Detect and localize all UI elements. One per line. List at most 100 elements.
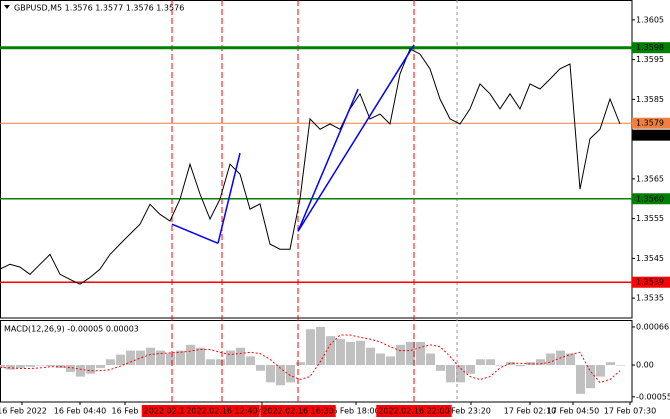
macd-bar [466, 365, 475, 374]
marker-label: 2022.02.16 1( [144, 407, 201, 416]
y-tick-label: 1.3605 [636, 15, 664, 24]
macd-bar [296, 362, 305, 366]
macd-bar [316, 326, 325, 366]
macd-bar [496, 365, 505, 366]
macd-bar [576, 365, 585, 394]
trend-line [217, 152, 241, 244]
macd-bar [176, 350, 185, 366]
menu-triangle [4, 5, 10, 9]
macd-bar [156, 350, 165, 366]
main-panel [0, 0, 633, 319]
macd-bar [596, 365, 605, 377]
y-tick-label: 1.3595 [636, 55, 664, 64]
macd-bar [126, 350, 135, 366]
macd-bar [46, 365, 55, 367]
macd-bar [206, 359, 215, 366]
macd-bar [286, 365, 295, 383]
level-label: 1.3579 [636, 119, 664, 128]
macd-bar [196, 347, 205, 366]
marker-label: 2022.02.16 22:00 [378, 407, 449, 416]
price-line [0, 48, 621, 285]
macd-bar [166, 353, 175, 366]
macd-bar [586, 365, 595, 389]
macd-bar [456, 365, 465, 383]
y-tick-label: -0.00055 [636, 392, 670, 401]
level-label-box [632, 276, 670, 288]
macd-bar [516, 365, 525, 367]
trend-line [297, 88, 359, 232]
x-tick-label: 17 Feb 04:50 [547, 407, 599, 416]
level-label: 1.3598 [636, 43, 664, 52]
signal-line [0, 334, 621, 383]
y-tick-label: 0.00066 [636, 322, 669, 331]
y-tick-label: 1.3555 [636, 214, 664, 223]
y-tick-label: 1.3535 [636, 294, 664, 303]
macd-bar [236, 347, 245, 366]
marker-label-box [184, 405, 260, 417]
macd-bar [276, 365, 285, 386]
macd-bar [606, 362, 615, 366]
level-label-box [632, 42, 670, 54]
macd-bar [546, 353, 555, 366]
marker-label: 2022.02.16 12:40 [186, 407, 257, 416]
x-tick-label: 16 Feb [112, 407, 139, 416]
marker-label: 2022.02.16 16:30 [262, 407, 333, 416]
macd-bar [536, 359, 545, 366]
x-tick-label: 16 Feb 04:40 [54, 407, 106, 416]
macd-bar [36, 365, 45, 366]
macd-bar [416, 341, 425, 366]
x-tick-label: 16 Feb 2022 [0, 407, 47, 416]
macd-bar [376, 353, 385, 366]
trend-line [171, 223, 219, 244]
macd-bar [306, 329, 315, 366]
level-label-box [632, 193, 670, 205]
macd-bar [216, 359, 225, 366]
macd-bar [226, 350, 235, 366]
chart-title: GBPUSD,M5 1.3576 1.3577 1.3576 1.3576 [14, 4, 184, 13]
macd-bar [566, 353, 575, 366]
x-tick-label: Feb 23:20 [451, 407, 491, 416]
macd-bar [0, 365, 5, 368]
x-tick-label: 6 Feb 18:00 [332, 407, 379, 416]
macd-bar [506, 362, 515, 366]
x-tick-label: 17 Feb 07:30 [604, 407, 656, 416]
macd-title: MACD(12,26,9) -0.00005 0.00003 [4, 325, 139, 334]
macd-panel [0, 320, 633, 403]
y-tick-label: 1.3565 [636, 174, 664, 183]
marker-label-box [376, 405, 452, 417]
macd-bar [146, 347, 155, 366]
macd-bar [186, 344, 195, 366]
last-price-label: 1.3576 [636, 131, 664, 140]
macd-bar [86, 365, 95, 374]
macd-bar [116, 354, 125, 366]
macd-bar [386, 356, 395, 366]
macd-bar [6, 365, 15, 370]
macd-bar [76, 365, 85, 377]
macd-bar [486, 359, 495, 366]
macd-bar [136, 350, 145, 366]
macd-bar [356, 340, 365, 366]
macd-bar [436, 365, 445, 371]
macd-bar [476, 359, 485, 366]
x-tick-label: 17 Feb 02:10 [504, 407, 556, 416]
macd-bar [406, 341, 415, 366]
macd-bar [326, 336, 335, 366]
macd-bar [346, 341, 355, 366]
trend-line [297, 44, 415, 232]
y-tick-label: 0.00 [636, 361, 654, 370]
macd-bar [336, 339, 345, 366]
y-tick-label: 1.3545 [636, 254, 664, 263]
marker-label-box [260, 405, 336, 417]
macd-bar [446, 365, 455, 383]
macd-bar [106, 359, 115, 366]
macd-bar [426, 353, 435, 366]
last-price-box [632, 129, 670, 141]
macd-bar [96, 365, 105, 368]
macd-bar [396, 344, 405, 366]
macd-bar [16, 365, 25, 368]
y-tick-label: 1.3585 [636, 95, 664, 104]
macd-bar [616, 365, 625, 366]
level-label-box [632, 117, 670, 129]
macd-bar [26, 365, 35, 367]
